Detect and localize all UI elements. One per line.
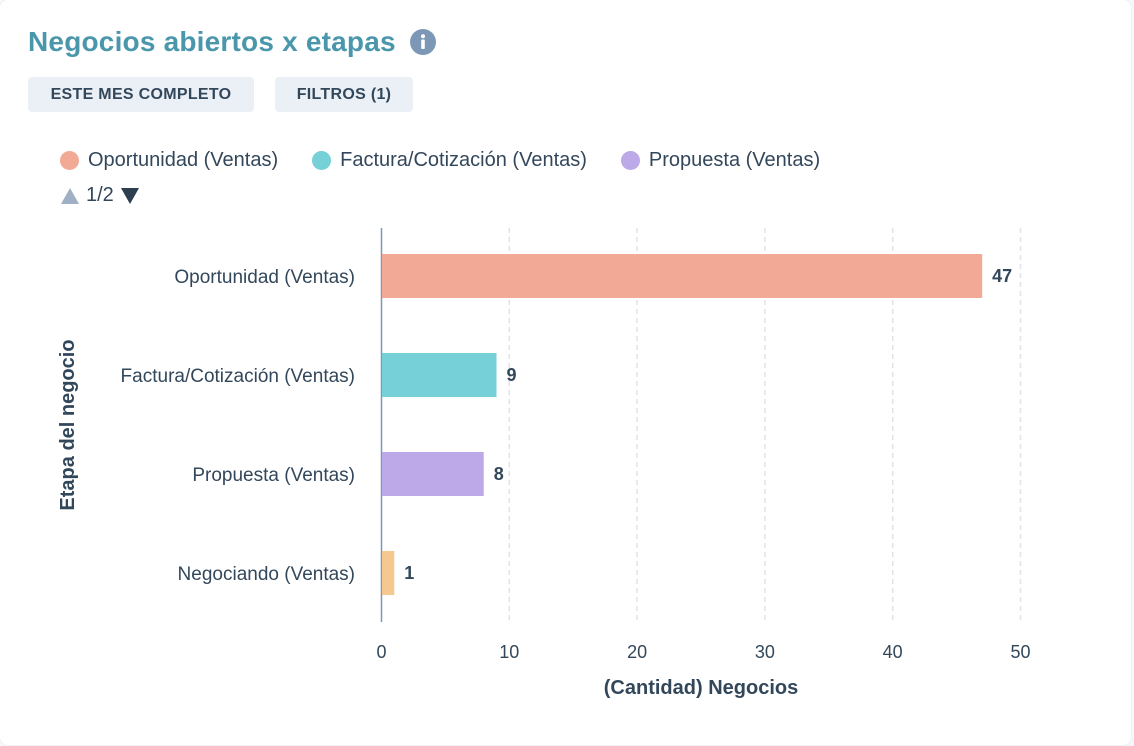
legend-item[interactable]: Factura/Cotización (Ventas): [312, 149, 587, 172]
x-tick-label: 10: [499, 642, 519, 662]
legend-dot-icon: [620, 151, 640, 170]
y-axis-title: Etapa del negocio: [57, 339, 79, 510]
legend-item[interactable]: Propuesta (Ventas): [620, 149, 821, 172]
page-up-icon[interactable]: [60, 187, 80, 205]
legend-label: Factura/Cotización (Ventas): [340, 149, 587, 171]
bars-layer: [382, 254, 983, 595]
x-axis-title: (Cantidad) Negocios: [604, 677, 798, 699]
page-indicator: 1/2: [86, 184, 114, 206]
y-category-label: Negociando (Ventas): [178, 564, 355, 585]
x-tick-label: 40: [883, 642, 903, 662]
y-category-label: Oportunidad (Ventas): [174, 267, 355, 288]
report-title: Negocios abiertos x etapas: [28, 26, 396, 57]
x-tick-label: 20: [627, 642, 647, 662]
x-tick-label: 30: [755, 642, 775, 662]
y-category-label: Propuesta (Ventas): [192, 465, 355, 486]
bar-value-label: 1: [404, 563, 414, 583]
page-down-icon[interactable]: [120, 187, 140, 205]
date-range-button[interactable]: ESTE MES COMPLETO: [28, 77, 254, 112]
bar[interactable]: [382, 452, 484, 496]
legend-dot-icon: [60, 151, 79, 170]
filters-button[interactable]: FILTROS (1): [275, 77, 413, 112]
bar-value-label: 47: [992, 266, 1012, 286]
legend: Oportunidad (Ventas) Factura/Cotización …: [60, 149, 854, 172]
legend-item[interactable]: Oportunidad (Ventas): [60, 149, 278, 172]
y-category-label: Factura/Cotización (Ventas): [121, 366, 355, 387]
x-tick-label: 50: [1010, 642, 1030, 662]
x-tick-label: 0: [376, 642, 386, 662]
bar[interactable]: [382, 353, 497, 397]
title-row: Negocios abiertos x etapas: [28, 26, 436, 58]
bar[interactable]: [382, 254, 983, 298]
info-icon[interactable]: [409, 29, 436, 55]
bar[interactable]: [382, 551, 395, 595]
legend-pager: 1/2: [60, 184, 140, 207]
legend-label: Propuesta (Ventas): [648, 149, 821, 171]
legend-dot-icon: [312, 151, 332, 170]
labels-layer: 0 10 20 30 40 50 Oportunidad (Ventas) 47 Factura…: [121, 266, 1031, 662]
bar-value-label: 9: [507, 365, 517, 385]
bar-value-label: 8: [494, 464, 504, 484]
legend-label: Oportunidad (Ventas): [88, 149, 279, 171]
